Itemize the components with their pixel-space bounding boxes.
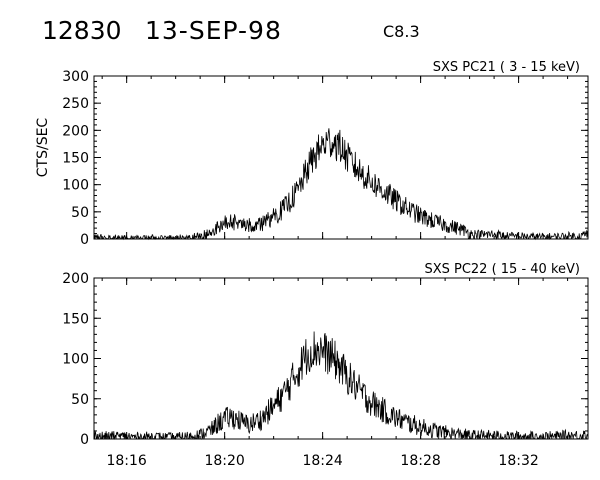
event-date: 13-SEP-98 — [145, 16, 282, 45]
series-line-1 — [93, 128, 589, 241]
y-tick-label: 200 — [62, 123, 89, 139]
panel-title: SXS PC22 ( 15 - 40 keV) — [424, 262, 580, 277]
y-tick-label: 150 — [62, 311, 89, 327]
x-tick-label: 18:20 — [204, 453, 244, 469]
event-id: 12830 — [42, 16, 122, 45]
chart-panel-2: 0 50 100 150 200 18:16 18:20 18:24 18:28 18:32 SXS… — [62, 262, 589, 469]
flare-class: C8.3 — [383, 22, 420, 41]
x-tick-label: 18:16 — [106, 453, 146, 469]
y-tick-label: 0 — [80, 432, 89, 448]
y-axis-label: CTS/SEC — [35, 118, 51, 178]
x-tick-label: 18:24 — [302, 453, 342, 469]
y-tick-label: 100 — [62, 352, 89, 368]
plot-frame — [93, 277, 589, 440]
y-tick-label: 50 — [71, 205, 89, 221]
y-tick-label: 200 — [62, 271, 89, 287]
y-tick-label: 300 — [62, 69, 89, 85]
y-tick-label: 100 — [62, 178, 89, 194]
x-tick-label: 18:28 — [400, 453, 440, 469]
x-tick-label: 18:32 — [498, 453, 538, 469]
panel-title: SXS PC21 ( 3 - 15 keV) — [433, 60, 580, 75]
y-tick-label: 250 — [62, 96, 89, 112]
y-tick-label: 50 — [71, 392, 89, 408]
chart-panel-1: 0 50 100 150 200 250 300 SXS PC21 ( 3 - 15 keV)… — [35, 60, 589, 248]
series-line-1 — [93, 331, 589, 441]
y-tick-label: 0 — [80, 232, 89, 248]
y-tick-label: 150 — [62, 151, 89, 167]
